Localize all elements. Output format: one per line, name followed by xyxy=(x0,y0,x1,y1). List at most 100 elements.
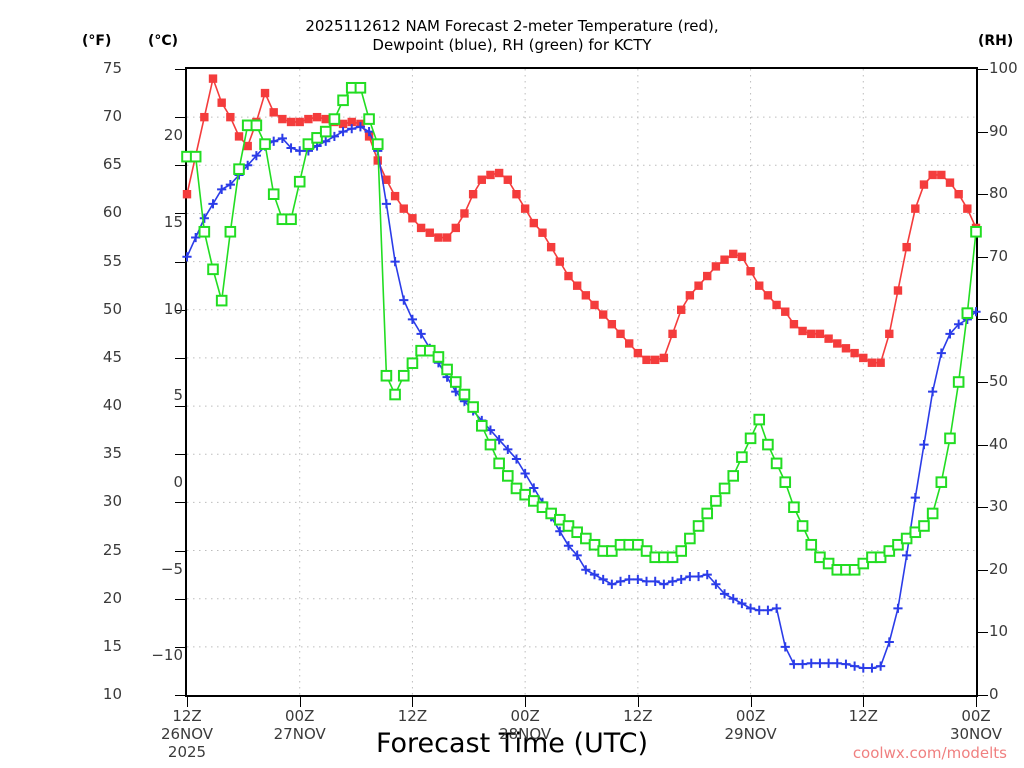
series-marker xyxy=(885,329,894,339)
series-marker xyxy=(286,117,296,127)
series-marker xyxy=(251,151,261,161)
time-tick-label: 12Z 26NOV 2025 xyxy=(160,707,214,761)
series-marker xyxy=(580,532,592,545)
fahrenheit-tick-label: 35 xyxy=(102,444,122,463)
series-marker xyxy=(208,74,218,83)
series-marker xyxy=(945,178,955,187)
series-marker xyxy=(328,113,341,125)
series-marker xyxy=(338,127,348,137)
fahrenheit-tick-mark xyxy=(175,502,185,504)
fahrenheit-tick-label: 25 xyxy=(102,540,122,559)
series-marker xyxy=(208,199,218,209)
series-marker xyxy=(867,663,877,673)
rh-tick-label: 10 xyxy=(989,622,1009,641)
series-marker xyxy=(423,344,436,357)
series-marker xyxy=(711,262,721,271)
series-marker xyxy=(399,295,409,305)
series-marker xyxy=(876,358,885,367)
series-marker xyxy=(243,141,252,151)
fahrenheit-tick-mark xyxy=(175,357,185,359)
series-marker xyxy=(207,263,219,276)
series-marker xyxy=(624,339,634,348)
series-marker xyxy=(399,204,408,213)
series-marker xyxy=(719,589,730,599)
series-marker xyxy=(267,188,280,201)
series-marker xyxy=(676,574,686,585)
series-marker xyxy=(545,507,557,520)
series-marker xyxy=(892,538,904,551)
series-marker xyxy=(225,179,235,190)
series-marker xyxy=(624,574,634,585)
series-marker xyxy=(729,249,738,259)
time-tick-mark xyxy=(863,697,865,707)
series-marker xyxy=(633,348,643,358)
series-line xyxy=(187,86,977,571)
series-marker xyxy=(434,233,443,242)
celsius-axis-caption: (°C) xyxy=(148,33,179,49)
series-marker xyxy=(590,300,599,310)
series-marker xyxy=(703,271,712,281)
series-marker xyxy=(337,94,349,107)
fahrenheit-axis-caption: (°F) xyxy=(82,33,112,49)
time-tick-mark xyxy=(637,697,639,707)
series-marker xyxy=(710,495,722,507)
series-marker xyxy=(616,329,625,339)
time-tick-label: 00Z 30NOV xyxy=(949,707,1003,743)
time-tick-mark xyxy=(299,697,301,707)
series-marker xyxy=(408,214,417,223)
fahrenheit-tick-mark xyxy=(175,165,185,167)
series-marker xyxy=(607,320,617,329)
series-marker xyxy=(390,257,400,267)
fahrenheit-tick-label: 40 xyxy=(102,396,122,415)
time-tick-label: 00Z 28NOV xyxy=(499,707,552,743)
fahrenheit-tick-label: 70 xyxy=(102,107,122,126)
series-marker xyxy=(684,532,696,545)
rh-tick-mark xyxy=(978,444,988,446)
series-marker xyxy=(970,225,982,238)
series-marker xyxy=(935,476,948,488)
chart-title-line-1: 2025112612 NAM Forecast 2-meter Temperat… xyxy=(305,17,719,35)
series-marker xyxy=(796,520,809,532)
series-marker xyxy=(815,658,825,668)
series-marker xyxy=(884,637,894,647)
series-marker xyxy=(347,117,356,127)
series-marker xyxy=(286,143,296,153)
series-marker xyxy=(772,300,781,310)
series-marker xyxy=(416,223,426,233)
series-marker xyxy=(503,444,513,455)
fahrenheit-tick-mark xyxy=(175,309,185,311)
series-marker xyxy=(416,329,426,339)
series-marker xyxy=(269,108,278,117)
series-marker xyxy=(449,376,462,388)
series-marker xyxy=(841,659,851,669)
series-marker xyxy=(902,550,912,560)
series-marker xyxy=(814,551,826,564)
series-marker xyxy=(432,351,445,363)
series-marker xyxy=(668,329,677,339)
series-marker xyxy=(226,112,235,122)
series-marker xyxy=(321,114,330,124)
rh-tick-mark xyxy=(978,256,988,258)
fahrenheit-tick-mark xyxy=(175,550,185,552)
series-marker xyxy=(363,113,375,125)
series-marker xyxy=(762,438,774,451)
series-marker xyxy=(311,132,323,144)
rh-tick-mark xyxy=(978,319,988,321)
series-marker xyxy=(954,319,964,329)
series-marker xyxy=(754,605,764,615)
time-tick-mark xyxy=(412,697,414,707)
fahrenheit-tick-mark xyxy=(175,646,185,648)
series-marker xyxy=(217,98,226,107)
series-marker xyxy=(302,138,315,150)
series-marker xyxy=(564,271,573,281)
series-marker xyxy=(572,281,582,290)
series-marker xyxy=(753,413,766,426)
rh-tick-label: 0 xyxy=(989,685,999,703)
series-marker xyxy=(694,281,703,290)
fahrenheit-tick-label: 15 xyxy=(102,636,122,655)
fahrenheit-tick-mark xyxy=(175,69,185,70)
series-marker xyxy=(441,363,453,376)
series-marker xyxy=(510,482,523,495)
series-marker xyxy=(606,545,618,557)
fahrenheit-tick-label: 45 xyxy=(102,347,122,366)
